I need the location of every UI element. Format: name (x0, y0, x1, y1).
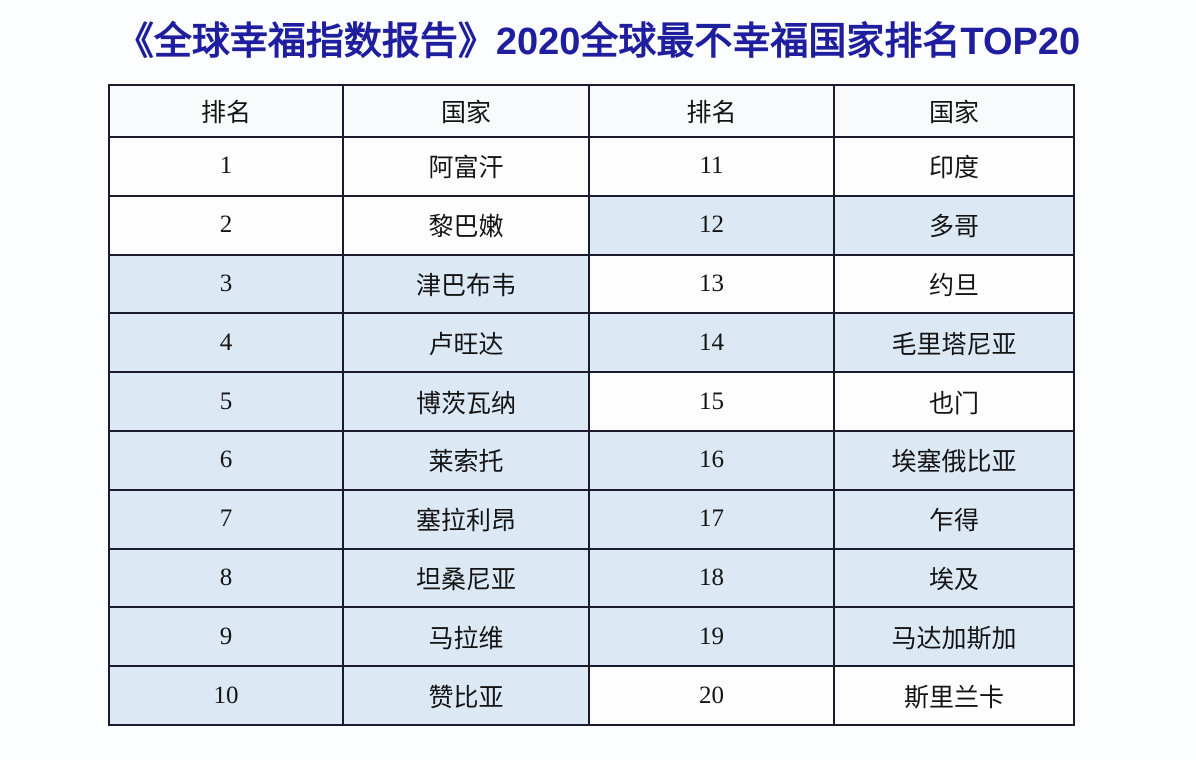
rank-cell: 2 (108, 194, 344, 256)
rank-cell: 12 (588, 194, 835, 256)
country-cell: 马达加斯加 (833, 606, 1075, 668)
table-row: 7 塞拉利昂 17 乍得 (108, 488, 1075, 550)
country-cell: 乍得 (833, 488, 1075, 550)
rank-cell: 20 (588, 665, 835, 726)
rank-cell: 17 (588, 488, 835, 550)
country-cell: 博茨瓦纳 (342, 371, 590, 432)
country-cell: 埃塞俄比亚 (833, 429, 1075, 491)
country-cell: 黎巴嫩 (342, 194, 590, 256)
country-cell: 赞比亚 (342, 665, 590, 726)
header-rank-right: 排名 (588, 84, 835, 138)
country-cell: 埃及 (833, 547, 1075, 609)
country-cell: 塞拉利昂 (342, 488, 590, 550)
rank-cell: 11 (588, 136, 835, 197)
country-cell: 莱索托 (342, 429, 590, 491)
table-row: 3 津巴布韦 13 约旦 (108, 253, 1075, 315)
table-row: 6 莱索托 16 埃塞俄比亚 (108, 429, 1075, 491)
rank-cell: 1 (108, 136, 344, 197)
table-row: 1 阿富汗 11 印度 (108, 136, 1075, 197)
rank-cell: 5 (108, 371, 344, 432)
country-cell: 卢旺达 (342, 312, 590, 374)
country-cell: 阿富汗 (342, 136, 590, 197)
country-cell: 毛里塔尼亚 (833, 312, 1075, 374)
country-cell: 多哥 (833, 194, 1075, 256)
country-cell: 津巴布韦 (342, 253, 590, 315)
rank-cell: 4 (108, 312, 344, 374)
country-cell: 马拉维 (342, 606, 590, 668)
table-row: 9 马拉维 19 马达加斯加 (108, 606, 1075, 668)
rank-cell: 13 (588, 253, 835, 315)
rank-cell: 8 (108, 547, 344, 609)
country-cell: 坦桑尼亚 (342, 547, 590, 609)
table-row: 4 卢旺达 14 毛里塔尼亚 (108, 312, 1075, 374)
page-title: 《全球幸福指数报告》2020全球最不幸福国家排名TOP20 (115, 21, 1081, 63)
country-cell: 印度 (833, 136, 1075, 197)
rank-cell: 7 (108, 488, 344, 550)
header-country-left: 国家 (342, 84, 590, 138)
table-row: 10 赞比亚 20 斯里兰卡 (108, 665, 1075, 726)
rank-cell: 18 (588, 547, 835, 609)
rank-cell: 6 (108, 429, 344, 491)
table-row: 8 坦桑尼亚 18 埃及 (108, 547, 1075, 609)
header-country-right: 国家 (833, 84, 1075, 138)
rank-cell: 16 (588, 429, 835, 491)
rank-cell: 3 (108, 253, 344, 315)
rank-cell: 10 (108, 665, 344, 726)
rank-cell: 19 (588, 606, 835, 668)
table-row: 5 博茨瓦纳 15 也门 (108, 371, 1075, 432)
table-row: 2 黎巴嫩 12 多哥 (108, 194, 1075, 256)
header-row: 排名 国家 排名 国家 (108, 84, 1075, 138)
rank-cell: 14 (588, 312, 835, 374)
country-cell: 也门 (833, 371, 1075, 432)
country-cell: 约旦 (833, 253, 1075, 315)
header-rank-left: 排名 (108, 84, 344, 138)
rank-cell: 15 (588, 371, 835, 432)
unhappiness-ranking-table: 排名 国家 排名 国家 1 阿富汗 11 印度 2 黎巴嫩 12 多哥 3 津巴… (108, 84, 1075, 726)
rank-cell: 9 (108, 606, 344, 668)
country-cell: 斯里兰卡 (833, 665, 1075, 726)
